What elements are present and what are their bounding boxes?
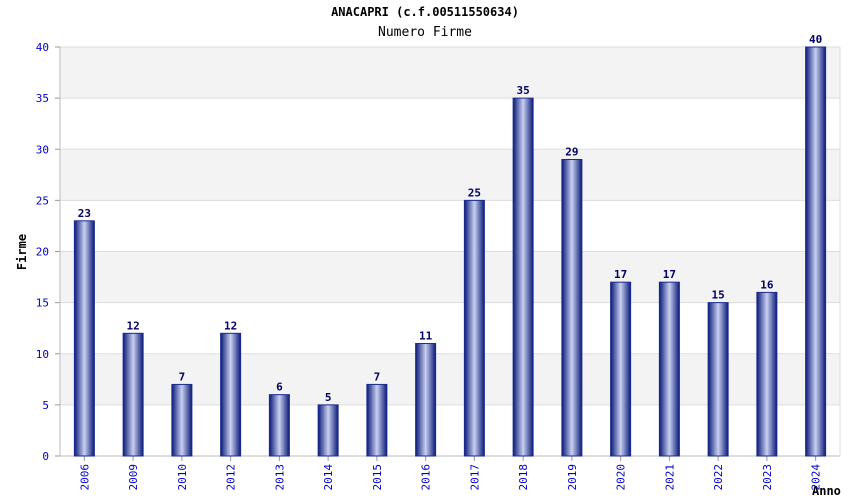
bar	[122, 332, 144, 457]
y-tick-label: 40	[36, 41, 49, 54]
x-tick-label: 2013	[273, 464, 286, 491]
y-tick-label: 30	[36, 143, 49, 156]
bar-value-label: 6	[276, 381, 283, 394]
grid-band	[60, 47, 840, 99]
y-tick-label: 10	[36, 348, 49, 361]
bar-value-label: 16	[760, 278, 774, 291]
bar	[463, 199, 485, 457]
bar	[73, 220, 95, 457]
y-tick-label: 5	[42, 399, 49, 412]
bar	[366, 383, 388, 457]
bar	[512, 97, 534, 457]
x-tick-label: 2010	[176, 464, 189, 491]
x-tick-label: 2019	[566, 464, 579, 491]
bar	[610, 281, 632, 457]
bar	[268, 394, 290, 457]
x-tick-label: 2014	[322, 464, 335, 491]
bar-value-label: 40	[809, 33, 822, 46]
grid-band	[60, 200, 840, 252]
bar-value-label: 35	[517, 84, 530, 97]
bar-value-label: 12	[127, 319, 140, 332]
x-axis-label: Anno	[812, 484, 841, 498]
bar-value-label: 7	[179, 370, 186, 383]
x-tick-label: 2020	[615, 464, 628, 491]
bar-value-label: 7	[374, 370, 381, 383]
bar-value-label: 17	[614, 268, 627, 281]
bar-value-label: 15	[712, 289, 725, 302]
y-tick-label: 0	[42, 450, 49, 463]
bar	[658, 281, 680, 457]
grid-band	[60, 98, 840, 150]
x-tick-label: 2018	[517, 464, 530, 491]
x-tick-label: 2009	[127, 464, 140, 491]
bar	[415, 343, 437, 457]
chart-subtitle: Numero Firme	[378, 25, 472, 40]
bar	[317, 404, 339, 457]
x-tick-label: 2015	[371, 464, 384, 491]
y-tick-label: 20	[36, 246, 49, 259]
x-tick-label: 2017	[468, 464, 481, 491]
y-tick-label: 25	[36, 194, 49, 207]
x-tick-label: 2012	[225, 464, 238, 491]
bar	[561, 158, 583, 457]
bar-value-label: 29	[565, 145, 578, 158]
bar-value-label: 25	[468, 186, 481, 199]
x-tick-label: 2021	[663, 464, 676, 491]
x-tick-label: 2016	[420, 464, 433, 491]
bar-value-label: 23	[78, 207, 91, 220]
grid-band	[60, 149, 840, 201]
bar	[805, 46, 827, 457]
chart-title: ANACAPRI (c.f.00511550634)	[331, 5, 519, 19]
bar	[756, 291, 778, 457]
bar	[707, 302, 729, 457]
grid-band	[60, 251, 840, 303]
x-tick-label: 2023	[761, 464, 774, 491]
bar-value-label: 17	[663, 268, 676, 281]
y-tick-label: 35	[36, 92, 49, 105]
x-tick-label: 2022	[712, 464, 725, 491]
bar	[171, 383, 193, 457]
y-tick-label: 15	[36, 297, 49, 310]
x-tick-label: 2006	[78, 464, 91, 491]
bar	[220, 332, 242, 457]
bar-value-label: 5	[325, 391, 332, 404]
x-tick-label: 2024	[810, 464, 823, 491]
bar-value-label: 12	[224, 319, 237, 332]
bar-value-label: 11	[419, 330, 433, 343]
